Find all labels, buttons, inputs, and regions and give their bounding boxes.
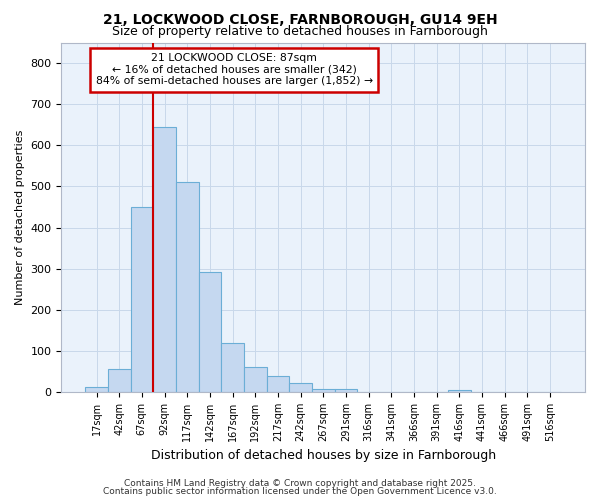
Bar (108, 368, 131, 392)
Bar (289, 383, 312, 392)
Text: Contains public sector information licensed under the Open Government Licence v3: Contains public sector information licen… (103, 487, 497, 496)
Bar (199, 272, 221, 392)
Bar (176, 182, 199, 392)
Bar (244, 366, 266, 392)
Bar (335, 389, 357, 392)
Bar (153, 127, 176, 392)
Bar (85, 387, 108, 392)
Text: Size of property relative to detached houses in Farnborough: Size of property relative to detached ho… (112, 25, 488, 38)
Y-axis label: Number of detached properties: Number of detached properties (15, 130, 25, 305)
Text: Contains HM Land Registry data © Crown copyright and database right 2025.: Contains HM Land Registry data © Crown c… (124, 478, 476, 488)
Text: 21 LOCKWOOD CLOSE: 87sqm
← 16% of detached houses are smaller (342)
84% of semi-: 21 LOCKWOOD CLOSE: 87sqm ← 16% of detach… (95, 53, 373, 86)
Bar (266, 376, 289, 392)
Bar (131, 207, 153, 392)
X-axis label: Distribution of detached houses by size in Farnborough: Distribution of detached houses by size … (151, 450, 496, 462)
Bar (448, 390, 470, 392)
Bar (312, 389, 335, 392)
Bar (221, 342, 244, 392)
Text: 21, LOCKWOOD CLOSE, FARNBOROUGH, GU14 9EH: 21, LOCKWOOD CLOSE, FARNBOROUGH, GU14 9E… (103, 12, 497, 26)
